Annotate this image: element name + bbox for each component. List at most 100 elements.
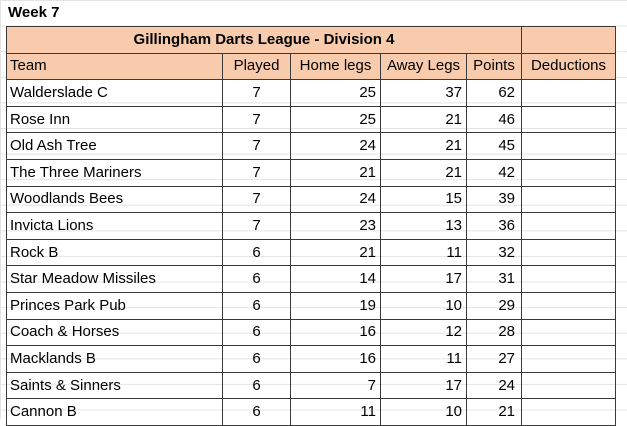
- home-legs-cell: 16: [290, 345, 381, 373]
- team-cell: Walderslade C: [6, 79, 223, 107]
- played-cell: 6: [222, 318, 291, 347]
- table-row: Macklands B 6 16 11 27: [6, 345, 616, 373]
- away-legs-cell: 13: [380, 212, 467, 240]
- table-row: Invicta Lions 7 23 13 36: [6, 212, 616, 240]
- title-row-empty-cell: [521, 26, 616, 54]
- team-cell: The Three Mariners: [6, 158, 223, 187]
- points-cell: 28: [466, 318, 522, 347]
- played-cell: 6: [222, 291, 291, 320]
- column-header-team: Team: [6, 52, 223, 81]
- deductions-cell: [521, 291, 616, 320]
- home-legs-cell: 23: [290, 212, 381, 240]
- team-cell: Rock B: [6, 238, 223, 267]
- points-cell: 42: [466, 158, 522, 187]
- team-cell: Princes Park Pub: [6, 291, 223, 320]
- home-legs-cell: 16: [290, 318, 381, 347]
- deductions-cell: [521, 158, 616, 187]
- table-row: The Three Mariners 7 21 21 42: [6, 158, 616, 187]
- points-cell: 31: [466, 265, 522, 293]
- played-cell: 7: [222, 79, 291, 107]
- home-legs-cell: 11: [290, 398, 381, 426]
- table-row: Woodlands Bees 7 24 15 39: [6, 185, 616, 214]
- table-row: Cannon B 6 11 10 21: [6, 398, 616, 426]
- home-legs-cell: 21: [290, 238, 381, 267]
- table-row: Old Ash Tree 7 24 21 45: [6, 132, 616, 160]
- column-header-played: Played: [222, 52, 291, 81]
- played-cell: 6: [222, 238, 291, 267]
- played-cell: 6: [222, 265, 291, 293]
- points-cell: 46: [466, 105, 522, 134]
- home-legs-cell: 19: [290, 291, 381, 320]
- table-row: Star Meadow Missiles 6 14 17 31: [6, 265, 616, 293]
- home-legs-cell: 24: [290, 132, 381, 160]
- played-cell: 6: [222, 371, 291, 400]
- header-row: Team Played Home legs Away Legs Points D…: [6, 52, 616, 81]
- title-row: Gillingham Darts League - Division 4: [6, 26, 616, 54]
- points-cell: 27: [466, 345, 522, 373]
- table-row: Coach & Horses 6 16 12 28: [6, 318, 616, 347]
- away-legs-cell: 12: [380, 318, 467, 347]
- league-table: Gillingham Darts League - Division 4 Tea…: [6, 26, 616, 426]
- team-cell: Rose Inn: [6, 105, 223, 134]
- points-cell: 29: [466, 291, 522, 320]
- deductions-cell: [521, 265, 616, 293]
- away-legs-cell: 21: [380, 105, 467, 134]
- home-legs-cell: 24: [290, 185, 381, 214]
- deductions-cell: [521, 132, 616, 160]
- played-cell: 7: [222, 212, 291, 240]
- column-header-home-legs: Home legs: [290, 52, 381, 81]
- team-cell: Coach & Horses: [6, 318, 223, 347]
- points-cell: 32: [466, 238, 522, 267]
- home-legs-cell: 25: [290, 79, 381, 107]
- points-cell: 21: [466, 398, 522, 426]
- home-legs-cell: 14: [290, 265, 381, 293]
- deductions-cell: [521, 238, 616, 267]
- home-legs-cell: 7: [290, 371, 381, 400]
- deductions-cell: [521, 318, 616, 347]
- points-cell: 39: [466, 185, 522, 214]
- played-cell: 7: [222, 185, 291, 214]
- deductions-cell: [521, 105, 616, 134]
- team-cell: Saints & Sinners: [6, 371, 223, 400]
- table-row: Walderslade C 7 25 37 62: [6, 79, 616, 107]
- week-heading: Week 7: [8, 4, 60, 21]
- points-cell: 62: [466, 79, 522, 107]
- away-legs-cell: 11: [380, 345, 467, 373]
- points-cell: 24: [466, 371, 522, 400]
- played-cell: 7: [222, 132, 291, 160]
- away-legs-cell: 10: [380, 291, 467, 320]
- away-legs-cell: 10: [380, 398, 467, 426]
- column-header-points: Points: [466, 52, 522, 81]
- away-legs-cell: 11: [380, 238, 467, 267]
- deductions-cell: [521, 345, 616, 373]
- team-cell: Star Meadow Missiles: [6, 265, 223, 293]
- home-legs-cell: 25: [290, 105, 381, 134]
- played-cell: 6: [222, 345, 291, 373]
- team-cell: Macklands B: [6, 345, 223, 373]
- deductions-cell: [521, 398, 616, 426]
- table-title: Gillingham Darts League - Division 4: [6, 26, 522, 54]
- away-legs-cell: 21: [380, 158, 467, 187]
- deductions-cell: [521, 371, 616, 400]
- team-cell: Invicta Lions: [6, 212, 223, 240]
- table-row: Rock B 6 21 11 32: [6, 238, 616, 267]
- home-legs-cell: 21: [290, 158, 381, 187]
- points-cell: 36: [466, 212, 522, 240]
- team-cell: Cannon B: [6, 398, 223, 426]
- column-header-deductions: Deductions: [521, 52, 616, 81]
- away-legs-cell: 17: [380, 265, 467, 293]
- away-legs-cell: 15: [380, 185, 467, 214]
- away-legs-cell: 21: [380, 132, 467, 160]
- points-cell: 45: [466, 132, 522, 160]
- away-legs-cell: 17: [380, 371, 467, 400]
- played-cell: 6: [222, 398, 291, 426]
- team-cell: Woodlands Bees: [6, 185, 223, 214]
- column-header-away-legs: Away Legs: [380, 52, 467, 81]
- team-cell: Old Ash Tree: [6, 132, 223, 160]
- deductions-cell: [521, 212, 616, 240]
- table-row: Princes Park Pub 6 19 10 29: [6, 291, 616, 320]
- table-row: Rose Inn 7 25 21 46: [6, 105, 616, 134]
- table-row: Saints & Sinners 6 7 17 24: [6, 371, 616, 400]
- deductions-cell: [521, 185, 616, 214]
- deductions-cell: [521, 79, 616, 107]
